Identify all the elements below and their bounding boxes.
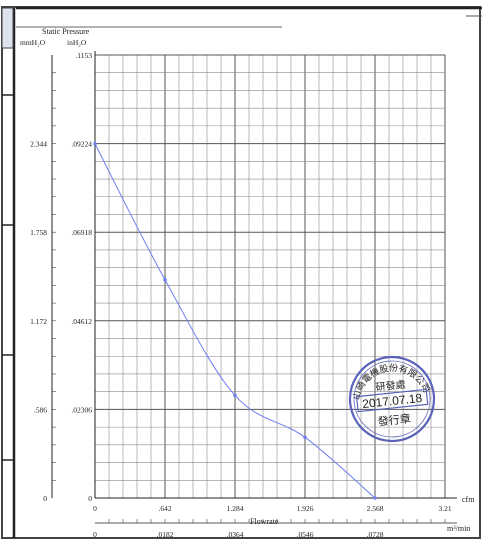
y-left-tick-label: 1.758	[30, 228, 47, 237]
x-tick-label: 1.926	[297, 504, 314, 513]
stamp-date: 2017.07.18	[362, 391, 424, 411]
stamp-date-box	[355, 388, 429, 413]
stamp-inner-ring	[353, 360, 431, 438]
series-line	[94, 143, 376, 499]
x-tick-label: .642	[158, 504, 171, 513]
plot-axes	[51, 51, 457, 524]
data-point	[163, 277, 167, 282]
x-tick-label: 2.568	[367, 504, 384, 513]
y-inner-tick-label: .04612	[71, 317, 92, 326]
x2-tick-label: .0728	[367, 530, 384, 539]
approval-stamp: 山崎電機股份有限公司 研發處 2017.07.18 發行章	[348, 355, 436, 443]
x2-tick-label: .0182	[157, 530, 174, 539]
y-unit-in: inH₂O	[67, 38, 87, 47]
y-left-tick-label: 1.172	[30, 317, 47, 326]
stamp-outer-ring	[348, 355, 436, 443]
chart-title: Static Pressure	[42, 27, 90, 36]
x-tick-label: 1.284	[227, 504, 244, 513]
page-border	[1, 6, 481, 539]
stamp-dept-text: 研發處	[375, 378, 406, 394]
y-left-tick-label: 0	[43, 494, 47, 503]
data-point	[303, 435, 307, 440]
y-left-tick-label: .586	[34, 405, 47, 414]
stamp-issue-text: 發行章	[377, 411, 411, 428]
corner-tab	[1, 7, 14, 49]
y-left-tick-label: 2.344	[30, 140, 47, 149]
x-tick-label: 3.21	[438, 504, 451, 513]
x2-unit-label: m³/min	[447, 524, 470, 533]
tick-labels: .1153 .09224 .06918 .04612 .02306 0 2.344 1.758…	[30, 51, 452, 539]
x-unit-label: cfm	[462, 495, 475, 504]
data-point	[233, 393, 237, 398]
x2-tick-label: .0546	[297, 530, 314, 539]
y-inner-tick-label: .06918	[71, 228, 92, 237]
x-tick-label: 0	[93, 504, 97, 513]
y-inner-tick-label: .1153	[75, 51, 92, 60]
data-point	[93, 141, 97, 146]
y-inner-tick-label: .02306	[71, 405, 92, 414]
series-layer	[93, 141, 377, 500]
x-axis-label: Flowrate	[250, 517, 279, 526]
x2-tick-label: .0364	[227, 530, 244, 539]
data-point	[373, 496, 377, 500]
y-inner-tick-label: .09224	[71, 140, 92, 149]
y-inner-tick-label: 0	[88, 494, 92, 503]
plot-grid	[94, 54, 446, 499]
y-unit-mm: mmH₂O	[20, 38, 46, 47]
x2-tick-label: 0	[93, 530, 97, 539]
